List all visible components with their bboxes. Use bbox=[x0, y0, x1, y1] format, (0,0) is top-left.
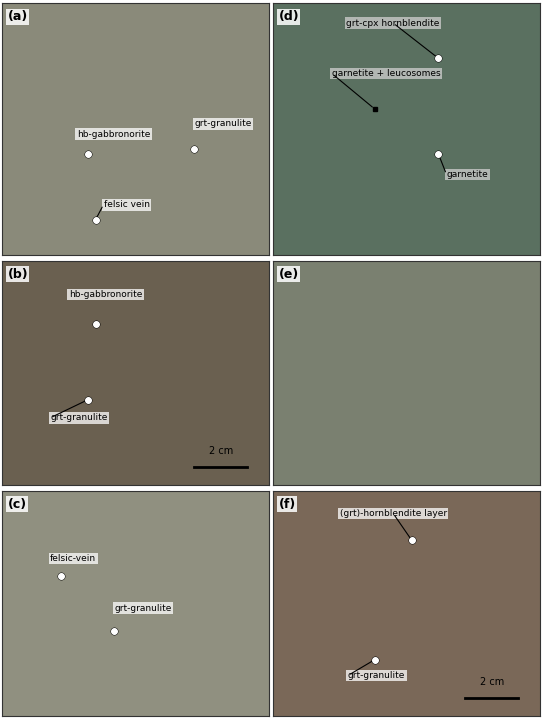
Text: hb-gabbronorite: hb-gabbronorite bbox=[69, 290, 142, 299]
Text: felsic-vein: felsic-vein bbox=[50, 554, 96, 563]
Text: (a): (a) bbox=[8, 11, 28, 24]
Text: (grt)-hornblendite layer: (grt)-hornblendite layer bbox=[340, 509, 447, 518]
Text: (c): (c) bbox=[8, 498, 27, 510]
Text: 2 cm: 2 cm bbox=[480, 677, 504, 687]
Text: grt-granulite: grt-granulite bbox=[348, 671, 405, 680]
Text: grt-cpx hornblendite: grt-cpx hornblendite bbox=[346, 19, 440, 27]
Text: garnetite: garnetite bbox=[447, 170, 488, 179]
Text: (f): (f) bbox=[279, 498, 296, 510]
Text: (b): (b) bbox=[8, 267, 28, 280]
Text: 2 cm: 2 cm bbox=[209, 446, 233, 456]
Text: grt-granulite: grt-granulite bbox=[114, 603, 171, 613]
Text: (e): (e) bbox=[279, 267, 299, 280]
Text: hb-gabbronorite: hb-gabbronorite bbox=[77, 129, 150, 139]
Text: grt-granulite: grt-granulite bbox=[194, 119, 251, 129]
Text: (d): (d) bbox=[279, 11, 299, 24]
Text: felsic vein: felsic vein bbox=[104, 200, 150, 209]
Text: garnetite + leucosomes: garnetite + leucosomes bbox=[332, 69, 441, 78]
Text: grt-granulite: grt-granulite bbox=[50, 413, 107, 422]
